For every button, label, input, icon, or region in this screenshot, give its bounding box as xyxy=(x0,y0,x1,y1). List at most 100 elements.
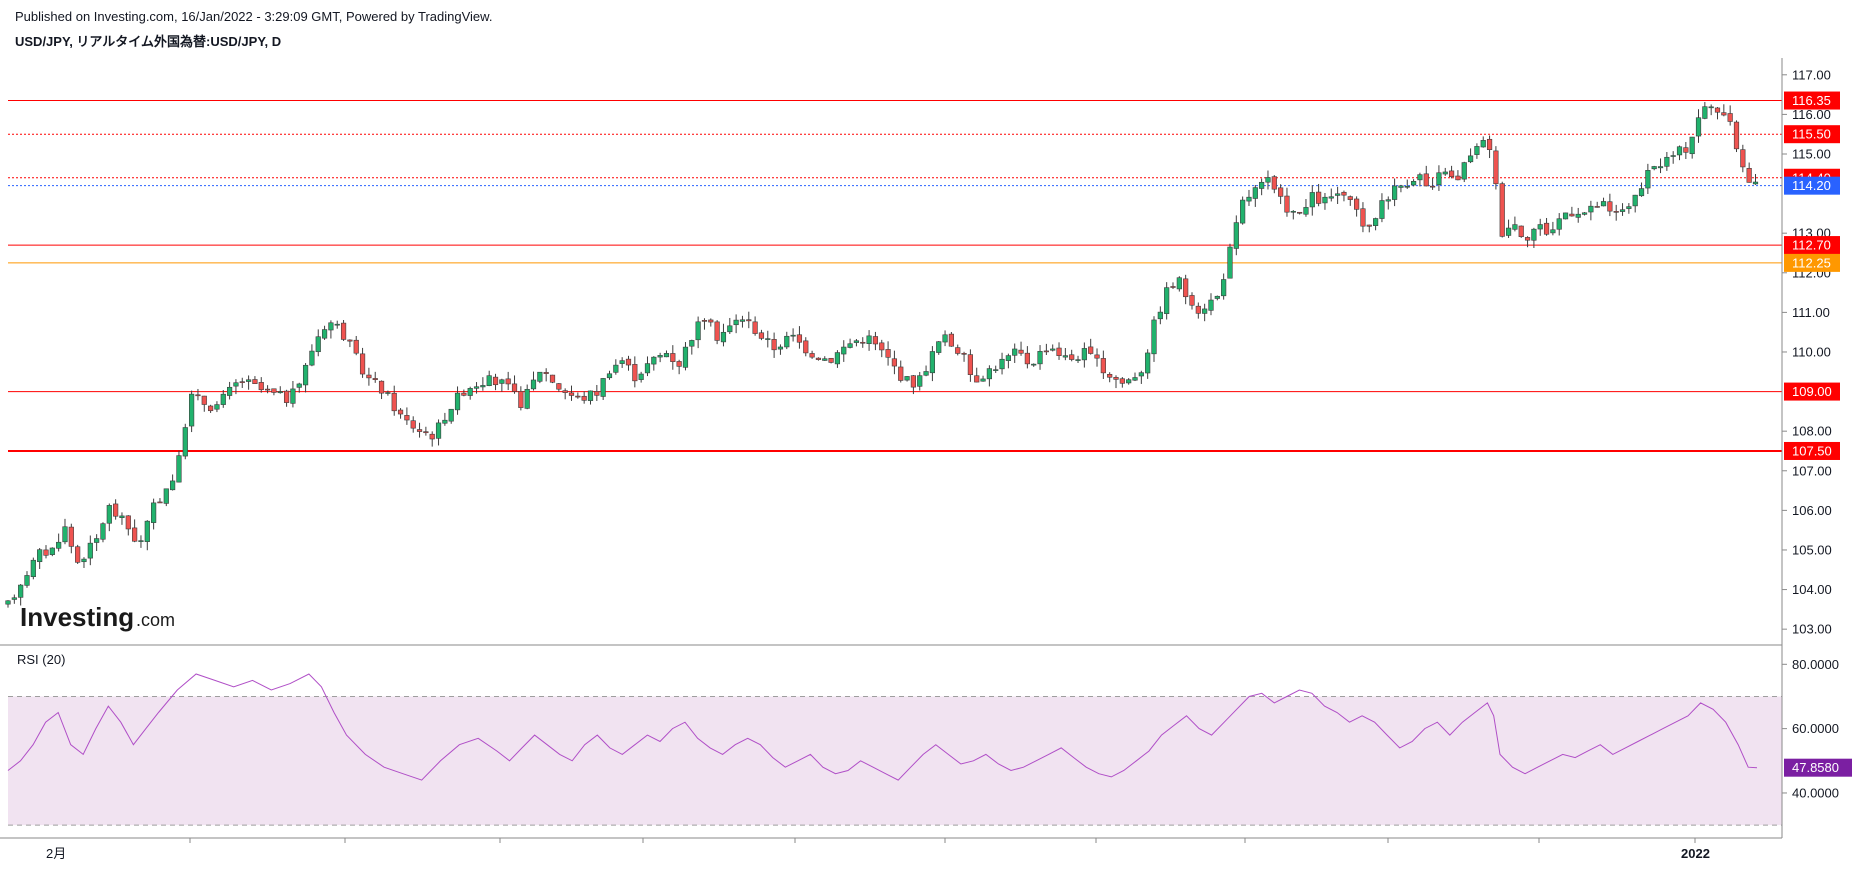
candle-down xyxy=(885,349,891,358)
candle-up xyxy=(600,378,606,397)
price-tick-label: 117.00 xyxy=(1792,67,1831,82)
candle-up xyxy=(100,523,106,540)
candle-down xyxy=(1613,211,1619,213)
candle-down xyxy=(359,353,366,375)
candle-down xyxy=(758,332,765,339)
candle-up xyxy=(1050,348,1056,351)
candle-down xyxy=(1297,211,1303,214)
candle-up xyxy=(1442,171,1448,175)
candle-down xyxy=(1170,286,1176,288)
candle-up xyxy=(739,319,746,322)
price-tick-label: 111.00 xyxy=(1792,305,1830,320)
candle-down xyxy=(1069,354,1075,360)
candle-up xyxy=(1075,359,1081,361)
candle-up xyxy=(619,360,625,364)
candle-down xyxy=(961,353,967,355)
level-tag-label: 107.50 xyxy=(1792,443,1832,458)
logo-main: Investing xyxy=(20,602,134,632)
candle-up xyxy=(1132,377,1138,381)
price-tick-label: 105.00 xyxy=(1792,542,1832,557)
candle-up xyxy=(1373,218,1379,226)
candle-up xyxy=(1436,172,1442,186)
candle-up xyxy=(682,346,689,368)
candle-down xyxy=(1195,305,1201,314)
price-tick-label: 104.00 xyxy=(1792,582,1832,597)
candle-up xyxy=(37,549,43,563)
price-tick-label: 116.00 xyxy=(1792,107,1831,122)
candle-up xyxy=(1208,299,1214,311)
candle-down xyxy=(1721,112,1727,116)
candle-down xyxy=(1714,107,1721,113)
candle-up xyxy=(942,334,948,343)
candle-up xyxy=(1233,222,1239,249)
candle-up xyxy=(606,373,613,379)
candle-down xyxy=(1183,278,1189,298)
price-tick-label: 106.00 xyxy=(1792,503,1832,518)
candle-up xyxy=(1259,181,1265,189)
candle-up xyxy=(1031,363,1037,366)
level-tag-label: 109.00 xyxy=(1792,384,1832,399)
level-tag-label: 112.25 xyxy=(1792,255,1831,270)
candle-down xyxy=(974,375,980,383)
candle-up xyxy=(1005,355,1011,361)
rsi-pane: RSI (20) xyxy=(7,652,1782,826)
candle-down xyxy=(1107,373,1113,378)
candle-down xyxy=(1341,191,1347,196)
candle-up xyxy=(448,408,454,422)
candle-down xyxy=(113,503,119,517)
time-axis[interactable]: 2月 2022 xyxy=(46,838,1710,861)
candle-down xyxy=(264,388,271,391)
candle-up xyxy=(87,542,93,559)
candle-up xyxy=(227,386,233,396)
candle-up xyxy=(1619,209,1626,212)
candle-up xyxy=(1575,213,1581,218)
candle-up xyxy=(1138,372,1144,377)
candle-down xyxy=(581,395,587,401)
candle-up xyxy=(56,541,62,549)
candle-up xyxy=(1157,311,1163,320)
candle-up xyxy=(1600,201,1607,207)
candle-down xyxy=(1284,195,1290,213)
candle-up xyxy=(5,600,11,605)
candle-down xyxy=(461,392,467,396)
candle-down xyxy=(1100,358,1106,374)
candle-up xyxy=(1145,352,1151,374)
candle-down xyxy=(828,357,834,363)
candle-up xyxy=(1512,224,1518,230)
candle-down xyxy=(670,353,676,362)
candle-up xyxy=(296,383,302,388)
candle-down xyxy=(1493,150,1499,185)
candle-up xyxy=(1556,218,1562,230)
candle-up xyxy=(473,386,480,389)
candle-up xyxy=(1467,155,1474,163)
candle-down xyxy=(632,364,638,382)
horizontal-levels xyxy=(8,100,1782,452)
candle-up xyxy=(1410,181,1417,186)
candle-up xyxy=(1695,117,1702,137)
candle-up xyxy=(49,547,55,555)
candle-down xyxy=(1607,201,1613,212)
candle-up xyxy=(1398,185,1404,188)
candle-up xyxy=(81,558,87,563)
candle-up xyxy=(822,358,828,361)
candle-down xyxy=(1746,168,1752,183)
candle-up xyxy=(1062,355,1068,358)
candle-down xyxy=(1524,237,1531,241)
candle-up xyxy=(1322,196,1328,204)
candle-down xyxy=(404,415,410,421)
candle-up xyxy=(1537,224,1543,230)
price-axis[interactable]: 103.00 104.00 105.00 106.00 107.00 108.00 110.… xyxy=(1782,67,1852,800)
candle-up xyxy=(1638,188,1645,197)
rsi-current-tag xyxy=(1784,758,1852,777)
candle-up xyxy=(790,334,796,337)
candle-up xyxy=(163,488,169,504)
candle-up xyxy=(1227,246,1233,279)
candle-down xyxy=(955,347,961,354)
candle-down xyxy=(125,515,131,530)
level-tag-112.25 xyxy=(1784,253,1840,272)
candle-down xyxy=(1113,376,1119,380)
rsi-label: RSI (20) xyxy=(17,652,65,667)
candle-down xyxy=(1683,147,1689,153)
candle-up xyxy=(302,364,309,386)
